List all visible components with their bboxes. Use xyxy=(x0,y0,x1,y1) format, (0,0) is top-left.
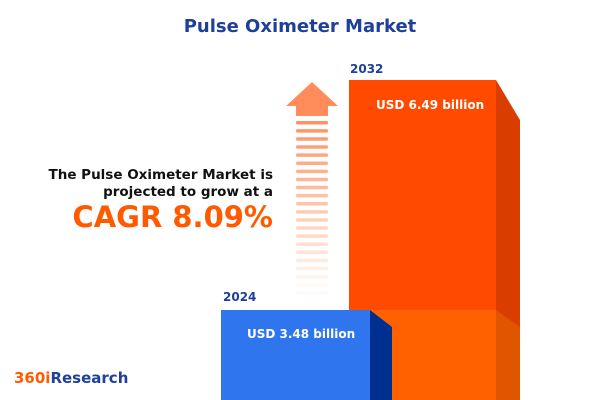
arrow-stripe xyxy=(296,153,328,157)
arrow-stripe xyxy=(296,161,328,165)
year-2032: 2032 xyxy=(350,62,384,76)
bar-2032-lower-side xyxy=(496,310,520,400)
arrow-stripe xyxy=(296,145,328,149)
page-title: Pulse Oximeter Market xyxy=(183,16,417,37)
bar-2024-front xyxy=(221,310,370,400)
arrow-stripe xyxy=(296,234,328,238)
logo: 360iResearch xyxy=(14,369,128,387)
arrow-stripe xyxy=(296,202,328,206)
cagr-value: CAGR 8.09% xyxy=(72,200,273,234)
arrow-stripe xyxy=(296,169,328,174)
arrow-stripe xyxy=(296,210,328,214)
logo-part-2: Research xyxy=(50,369,129,387)
arrow-stripe xyxy=(296,274,328,279)
arrow-stripe xyxy=(296,258,328,263)
arrow-stripe xyxy=(296,250,328,255)
arrow-stripe xyxy=(296,218,328,222)
year-2024: 2024 xyxy=(223,290,257,304)
arrow-stripe xyxy=(296,266,328,271)
arrow-stripe xyxy=(296,283,328,287)
arrow-stripe xyxy=(296,121,328,125)
arrow-stripe xyxy=(296,129,328,133)
arrow-stripe xyxy=(296,177,328,182)
arrow-stripe xyxy=(296,242,328,246)
bar-2024-side xyxy=(370,310,392,400)
value-2024: USD 3.48 billion xyxy=(247,327,356,341)
arrow-stripe xyxy=(296,185,328,190)
arrow-stripe xyxy=(296,226,328,230)
growth-arrow-icon xyxy=(286,82,338,295)
description-line-1: The Pulse Oximeter Market is xyxy=(48,167,274,183)
arrow-stripe xyxy=(296,193,328,198)
arrow-stripe xyxy=(296,137,328,141)
arrow-stripe xyxy=(296,291,328,295)
value-2032: USD 6.49 billion xyxy=(376,98,485,112)
logo-part-1: 360i xyxy=(14,369,51,387)
description-line-2: projected to grow at a xyxy=(103,184,273,200)
